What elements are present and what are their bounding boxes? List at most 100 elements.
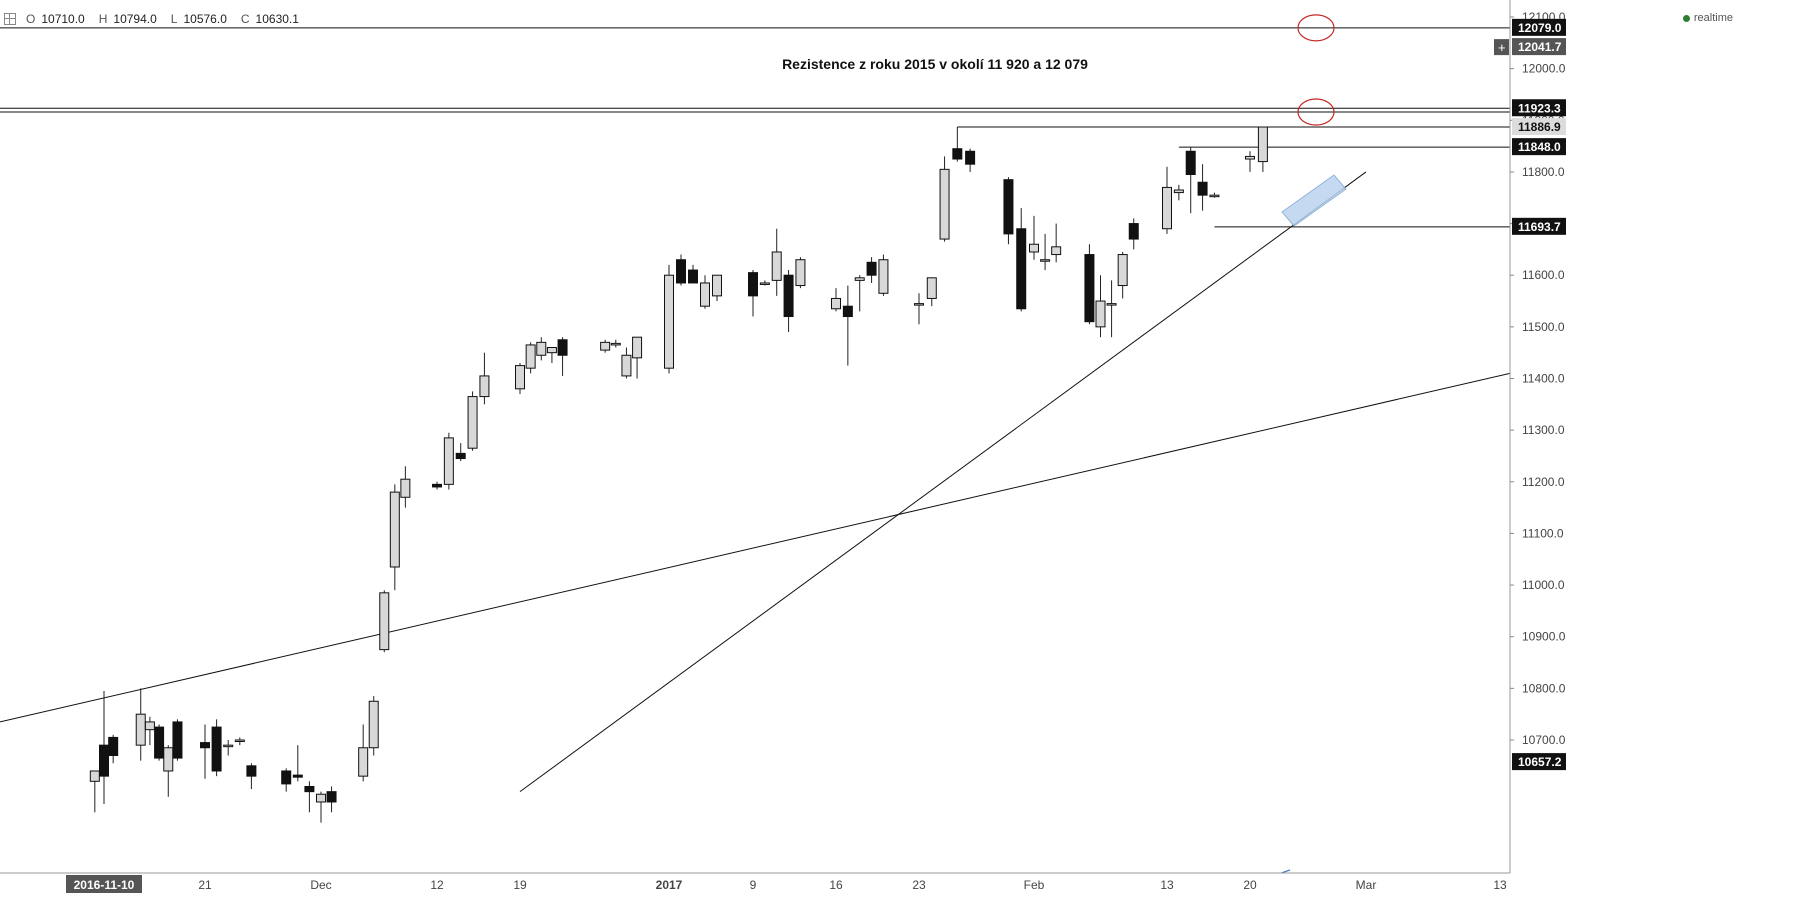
candle-body [154, 726, 165, 759]
candle-body [831, 297, 841, 310]
candle [135, 688, 146, 761]
price-level-text: 10657.2 [1518, 755, 1562, 769]
candle-body [99, 744, 109, 777]
candle-body [163, 747, 174, 772]
candle [292, 745, 303, 782]
candle [536, 337, 547, 361]
price-level-box [1512, 138, 1566, 156]
candle-body [172, 721, 183, 759]
price-level-text: 12041.7 [1518, 40, 1562, 54]
candle-body [108, 736, 119, 756]
candle-body [89, 770, 100, 782]
candle [479, 352, 490, 405]
candle [1016, 208, 1027, 312]
realtime-status: realtime [1682, 12, 1733, 24]
candle [467, 391, 478, 451]
price-level-text: 11693.7 [1518, 220, 1561, 234]
candle [316, 791, 326, 823]
price-level-box [1512, 99, 1566, 117]
candle-body [443, 437, 454, 485]
candle-body [1095, 300, 1106, 328]
candle [1173, 184, 1184, 201]
candle [455, 443, 466, 462]
price-level-text: 11886.9 [1518, 120, 1561, 134]
candle [1095, 275, 1106, 338]
candle [200, 724, 210, 779]
price-level-label: 10657.2 [1512, 753, 1566, 771]
candle [783, 270, 794, 333]
price-level-box [1512, 217, 1566, 235]
candle-body [748, 272, 758, 297]
candle-body [610, 342, 621, 346]
candle-body [914, 303, 924, 306]
candle [389, 484, 400, 591]
candle [1117, 251, 1128, 299]
candle [610, 339, 621, 348]
candle-body [939, 168, 950, 240]
candle-body [1106, 303, 1117, 306]
candle [144, 716, 155, 746]
candle [368, 696, 379, 756]
highlight-circle [1297, 14, 1335, 42]
candle-body [400, 478, 411, 498]
candle-body [432, 483, 442, 488]
expand-icon[interactable] [4, 13, 16, 25]
candle [99, 690, 109, 805]
candle-body [1197, 181, 1208, 196]
candle-body [546, 347, 557, 354]
candle [878, 254, 889, 296]
open-label: O [26, 12, 36, 26]
candle [688, 264, 698, 284]
candle [108, 734, 119, 764]
candle-body [600, 341, 611, 351]
high-label: H [98, 12, 108, 26]
close-value: 10630.1 [255, 12, 299, 26]
candle [1084, 244, 1095, 325]
candle-body [234, 739, 245, 742]
x-tick-label: 21 [198, 878, 212, 892]
y-tick-label: 11500.0 [1522, 320, 1565, 334]
chart-title: Rezistence z roku 2015 v okolí 11 920 a … [782, 56, 1088, 72]
plus-icon: + [1498, 40, 1506, 55]
candle [700, 275, 710, 309]
candle [400, 466, 411, 508]
candle [748, 270, 758, 317]
candle [795, 257, 806, 289]
candle-body [854, 277, 865, 281]
low-value: 10576.0 [183, 12, 227, 26]
x-tick-label: Mar [1356, 878, 1377, 892]
candle-body [632, 336, 643, 359]
candle [546, 347, 557, 364]
candle-body [1173, 189, 1184, 194]
candle-body [795, 259, 806, 287]
candle-body [557, 339, 568, 356]
candle-body [525, 344, 536, 369]
x-tick-label: 12 [430, 878, 444, 892]
candle-body [1128, 223, 1139, 240]
ohlc-legend: O 10710.0 H 10794.0 L 10576.0 C 10630.1 [0, 8, 307, 30]
plus-icon-box [1494, 39, 1509, 56]
candle-body [281, 770, 292, 785]
price-level-text: 11848.0 [1518, 140, 1561, 154]
y-tick-label: 11600.0 [1522, 268, 1565, 282]
price-level-label: 11923.3 [1512, 99, 1566, 117]
add-alert-button[interactable]: + [1494, 39, 1509, 56]
candle-body [1245, 155, 1255, 160]
realtime-label: realtime [1693, 12, 1733, 24]
candle [1106, 280, 1117, 338]
candle [1257, 126, 1268, 172]
candle-body [455, 452, 466, 460]
price-level-label: 11848.0 [1512, 138, 1566, 156]
y-tick-label: 11400.0 [1522, 372, 1565, 386]
price-level-label: 11886.9 [1512, 118, 1566, 136]
x-tick-label: 13 [1160, 878, 1174, 892]
close-label: C [240, 12, 250, 26]
candle [939, 156, 950, 242]
candle [1245, 151, 1255, 172]
price-level-label: 12079.0 [1512, 18, 1566, 36]
candle [771, 228, 782, 296]
candle [163, 745, 174, 797]
y-tick-label: 12000.0 [1522, 62, 1566, 76]
